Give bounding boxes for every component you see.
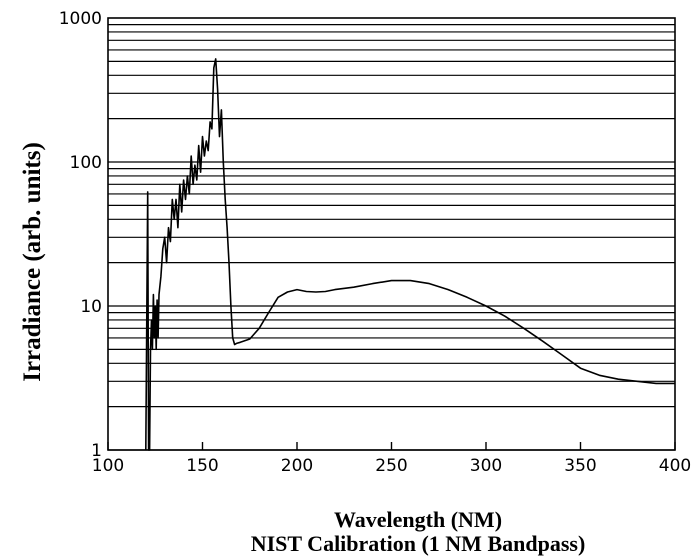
x-tick-label: 250 [375, 456, 407, 476]
x-tick-label: 400 [659, 456, 691, 476]
irradiance-series-line [145, 58, 675, 451]
x-tick-label: 200 [281, 456, 313, 476]
y-tick-label: 1000 [59, 9, 102, 29]
chart-subtitle: NIST Calibration (1 NM Bandpass) [251, 531, 586, 556]
y-axis-ticks: 1 10 100 1000 [59, 9, 102, 461]
y-axis-label: Irradiance (arb. units) [19, 142, 46, 382]
y-tick-label: 100 [70, 153, 102, 173]
x-tick-label: 350 [564, 456, 596, 476]
x-axis-ticks: 100 150 200 250 300 350 400 [92, 442, 691, 476]
plot-frame [107, 17, 676, 451]
y-tick-label: 10 [80, 297, 102, 317]
x-axis-label: Wavelength (NM) [334, 507, 502, 532]
y-tick-label: 1 [91, 441, 102, 461]
x-tick-label: 100 [92, 456, 124, 476]
x-tick-label: 150 [186, 456, 218, 476]
gridlines [108, 23, 675, 451]
x-tick-label: 300 [470, 456, 502, 476]
